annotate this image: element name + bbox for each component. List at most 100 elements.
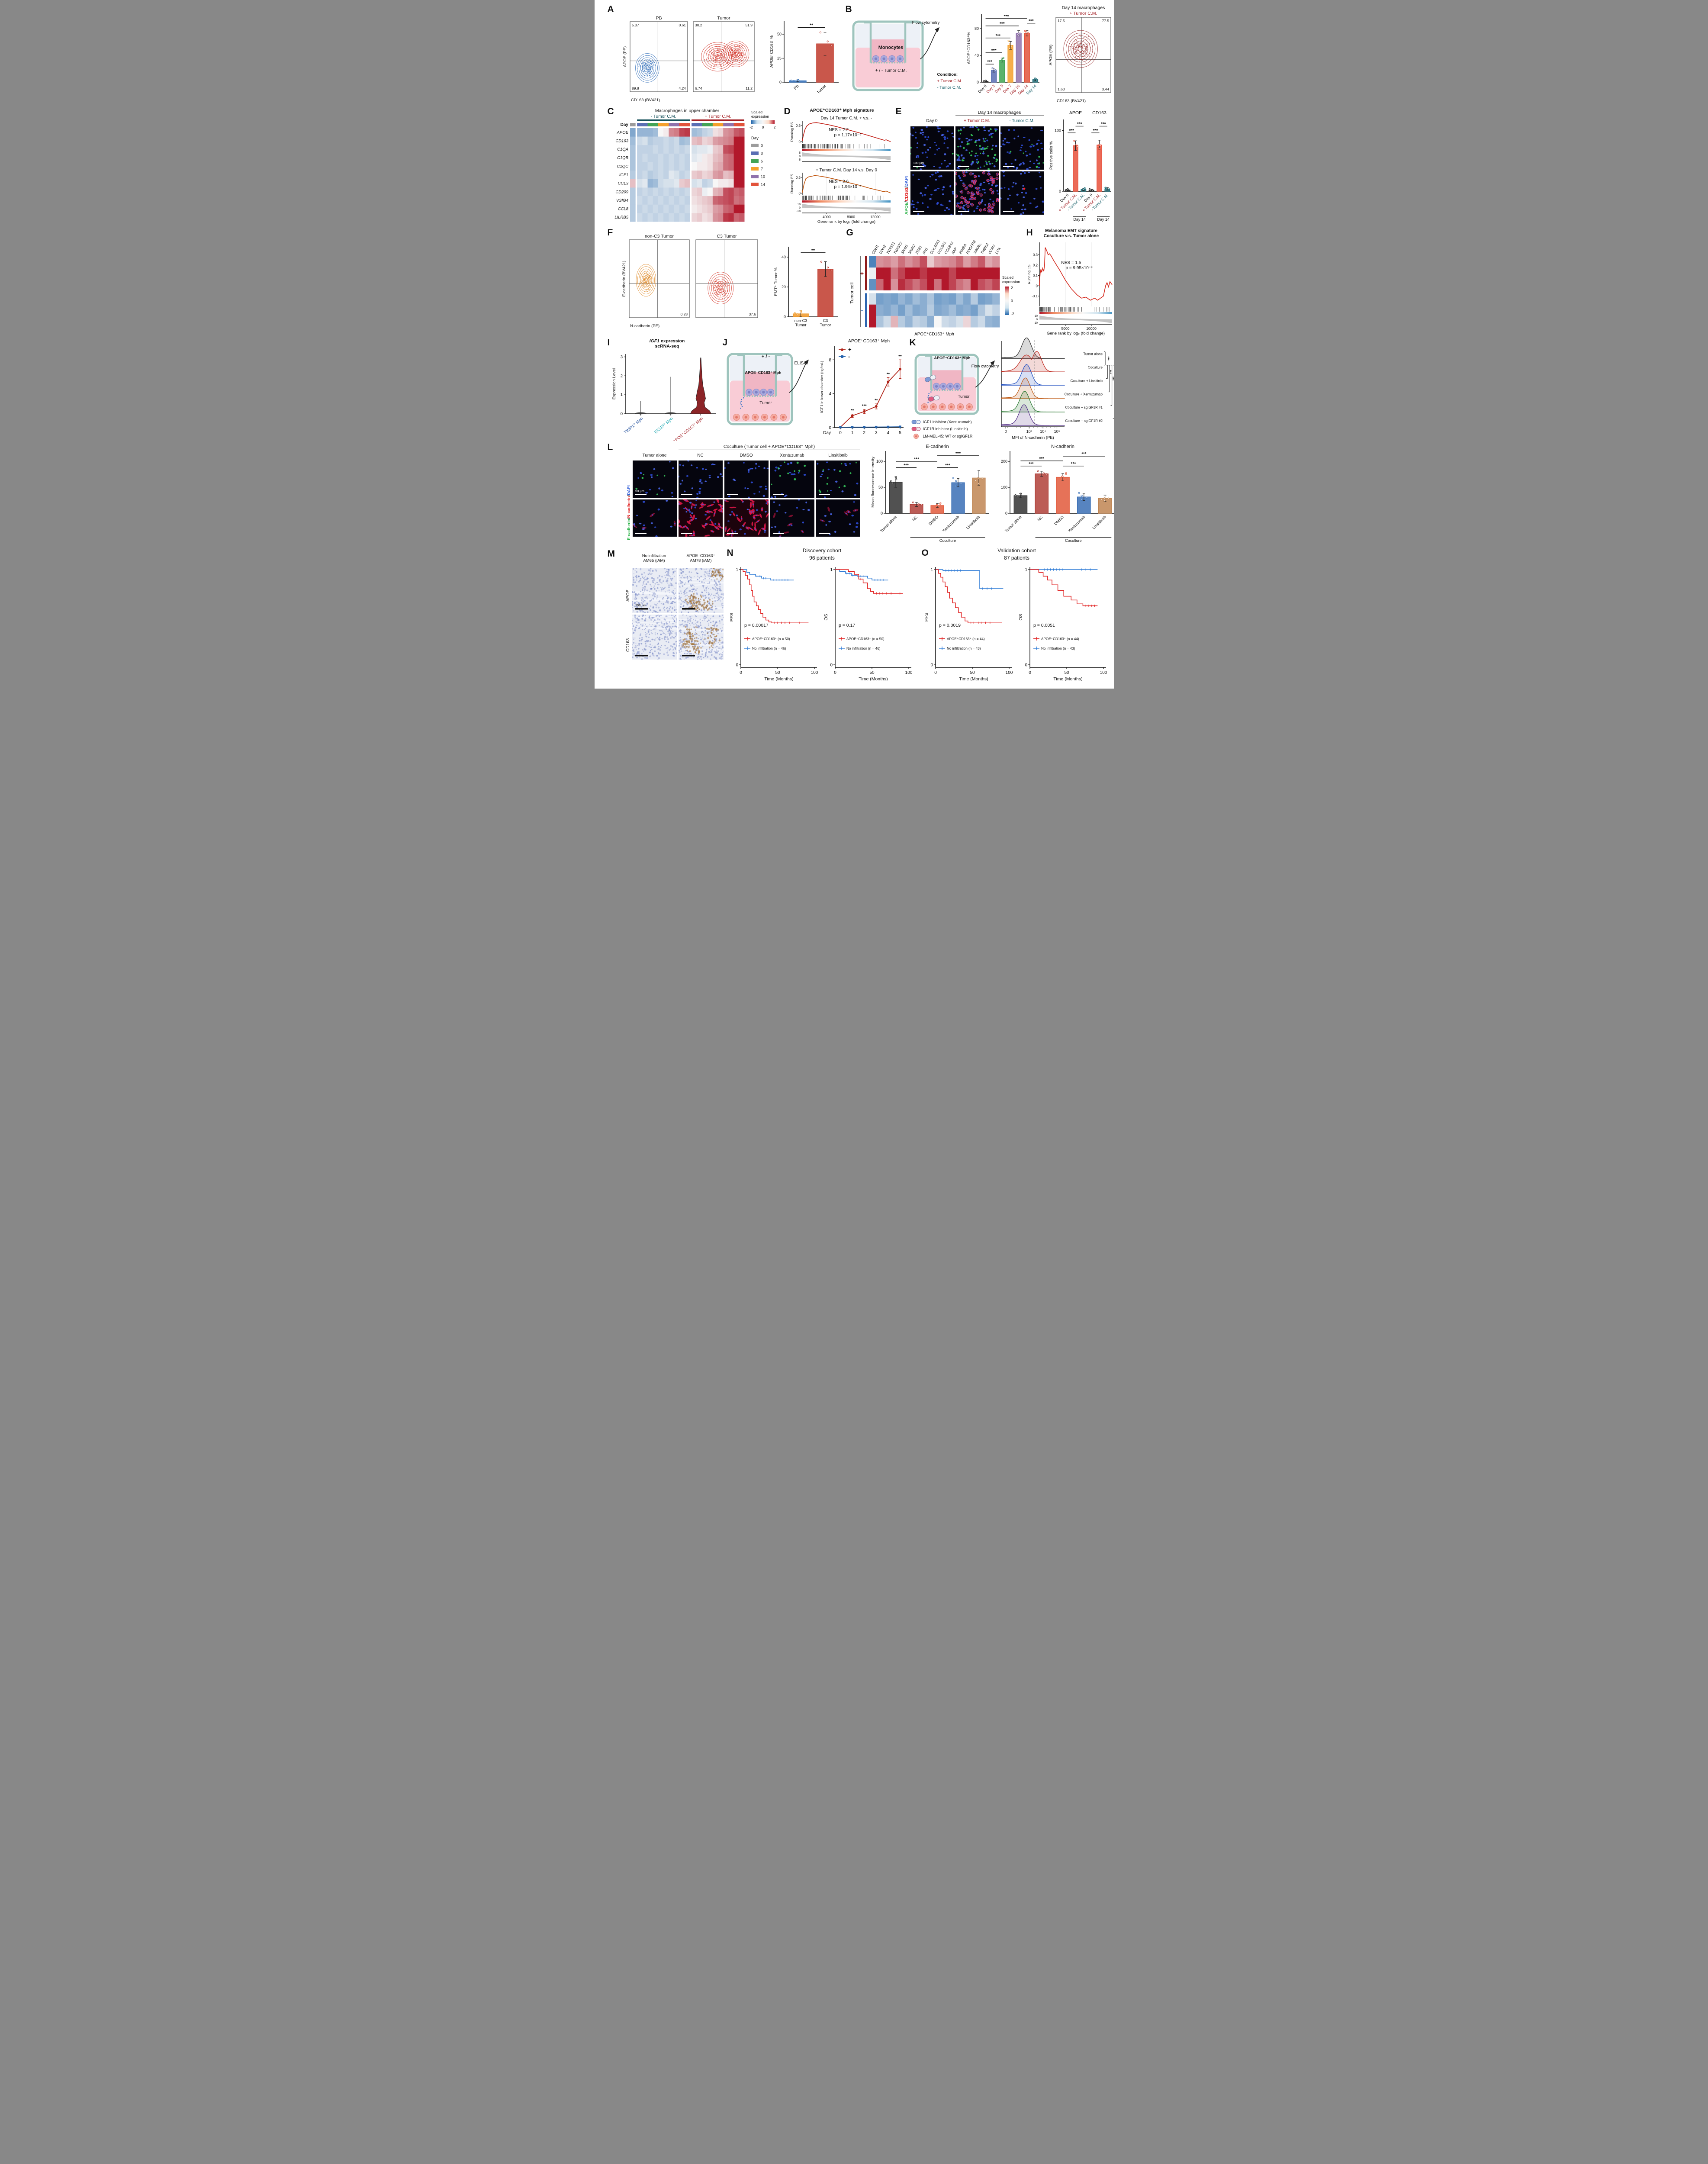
svg-text:***: *** <box>955 451 961 456</box>
svg-text:Running ES: Running ES <box>790 174 794 193</box>
svg-text:Linsitibnib: Linsitibnib <box>965 515 981 530</box>
if-tile: 100 μm <box>910 126 954 170</box>
panel-o: O Validation cohort 87 patients 1 0 PFS 0 50… <box>921 547 1112 688</box>
svg-text:Tumor alone: Tumor alone <box>1004 515 1023 533</box>
panel-b-label: B <box>845 4 852 14</box>
day14-flow-plot: Day 14 macrophages + Tumor C.M. 17.5 77.5 1.… <box>1044 4 1113 104</box>
svg-text:0.6: 0.6 <box>795 124 801 128</box>
svg-text:0: 0 <box>799 206 801 209</box>
svg-text:1.60: 1.60 <box>1058 87 1065 91</box>
svg-text:**: ** <box>875 398 878 403</box>
svg-text:Coculture + sgIGF1R #2: Coculture + sgIGF1R #2 <box>1065 419 1103 423</box>
transwell-diagram <box>850 16 942 93</box>
ihc-tile <box>678 615 724 660</box>
emt-gsea-plot: 0.3 0.2 0.1 0 -0.1 Running ES NES = 1.5 p = 9.9… <box>1026 242 1114 336</box>
svg-text:4.24: 4.24 <box>679 86 686 90</box>
panel-b: B Monocytes + / - Tumor C.M. Flow cytome… <box>846 3 1114 105</box>
svg-text:10: 10 <box>1034 315 1038 318</box>
panel-m: M No infiltration AM65 (iAM) APOE⁺CD163⁺ A… <box>608 549 725 687</box>
svg-text:1: 1 <box>620 393 622 397</box>
svg-text:PB: PB <box>656 16 662 21</box>
panel-k-label: K <box>909 338 916 348</box>
svg-text:Day 14 Tumor C.M. + v.s. -: Day 14 Tumor C.M. + v.s. - <box>820 116 872 121</box>
if-tile <box>910 171 954 215</box>
svg-text:***: *** <box>995 34 1000 39</box>
svg-text:TIMP1⁺ Mph: TIMP1⁺ Mph <box>623 416 644 435</box>
igf1-violin-plot: 0 1 2 3 Expression Level TIMP1⁺ Mph ISG15⁺ Mph… <box>608 351 718 441</box>
svg-text:LOX: LOX <box>994 246 1001 255</box>
day14-group-header: Day 14 macrophages <box>955 110 1044 116</box>
svg-text:***: *** <box>1108 370 1112 374</box>
o-title: Validation cohort <box>997 547 1036 554</box>
svg-text:Coculture + sgIGF1R #1: Coculture + sgIGF1R #1 <box>1065 406 1103 409</box>
svg-text:Day 14 macrophages: Day 14 macrophages <box>1061 5 1105 10</box>
m-row-cd163: CD163 <box>625 638 630 652</box>
svg-text:expression: expression <box>751 114 769 119</box>
panel-d: D APOE⁺CD163⁺ Mph signature Day 14 Tumor… <box>784 106 893 224</box>
svg-text:FN1: FN1 <box>921 247 929 255</box>
svg-text:10⁵: 10⁵ <box>1054 429 1060 434</box>
day-course-bar-chart: 0 40 80 APOE⁺CD163⁺% Day 0 Day 3 Day 5 Day 7 Day… <box>963 7 1041 104</box>
svg-text:+: + <box>860 270 863 277</box>
panel-c: C Macrophages in upper chamber - Tumor C.… <box>608 106 782 224</box>
svg-text:11.2: 11.2 <box>746 86 753 90</box>
svg-text:NES = 1.5: NES = 1.5 <box>1061 261 1081 265</box>
svg-text:0: 0 <box>1004 429 1007 434</box>
svg-text:***: *** <box>1071 462 1076 467</box>
svg-text:Coculture + Linsitinib: Coculture + Linsitinib <box>1070 379 1103 383</box>
svg-text:APOE⁺CD163⁺%: APOE⁺CD163⁺% <box>769 35 774 68</box>
panel-l-label: L <box>607 442 613 452</box>
svg-text:Running ES: Running ES <box>790 122 794 142</box>
panel-i-label: I <box>607 338 610 348</box>
panel-g-label: G <box>846 228 853 238</box>
svg-text:37.6: 37.6 <box>749 312 756 316</box>
capsule-blue-icon <box>911 420 920 424</box>
svg-text:-: - <box>848 353 850 360</box>
col-linsitibnib: Linsitibnib <box>828 453 848 458</box>
svg-text:CD209: CD209 <box>615 190 628 194</box>
if-tile <box>816 499 860 537</box>
svg-text:Coculture: Coculture <box>1065 538 1082 543</box>
panel-o-label: O <box>921 548 929 558</box>
if-tile <box>724 499 769 537</box>
tumor-cell-icon <box>913 434 919 439</box>
panel-h: H Melanoma EMT signature Coculture v.s. T… <box>1026 228 1114 337</box>
panel-h-label: H <box>1026 228 1033 238</box>
svg-text:10: 10 <box>761 175 765 179</box>
svg-text:12000: 12000 <box>870 215 881 219</box>
svg-text:CCL3: CCL3 <box>618 181 628 186</box>
svg-text:40: 40 <box>781 255 785 259</box>
svg-text:expression: expression <box>1002 280 1020 284</box>
svg-text:17.5: 17.5 <box>1058 19 1065 23</box>
svg-text:Tumor alone: Tumor alone <box>1083 352 1103 356</box>
svg-text:Tumor: Tumor <box>816 84 827 94</box>
svg-text:10³: 10³ <box>1026 429 1032 434</box>
svg-text:CD163 (BV421): CD163 (BV421) <box>1057 99 1086 103</box>
if-tile <box>955 171 999 215</box>
svg-text:***: *** <box>1069 129 1074 133</box>
svg-text:0: 0 <box>880 511 882 515</box>
svg-text:FAP: FAP <box>951 247 958 255</box>
svg-text:Gene rank by log₂ (fold change: Gene rank by log₂ (fold change) <box>817 219 875 224</box>
svg-text:**: ** <box>898 354 902 359</box>
condition-pos: + Tumor C.M. <box>937 79 962 84</box>
ihc-tile: 100 μm <box>631 568 677 613</box>
svg-text:0.2: 0.2 <box>1033 264 1038 267</box>
svg-text:Positive cells %: Positive cells % <box>1049 141 1054 170</box>
svg-text:3.44: 3.44 <box>1102 87 1109 91</box>
svg-text:Tumor: Tumor <box>820 323 831 327</box>
legend-xentuzumab: IGF1 inhibitor (Xentuzumab) <box>911 420 972 424</box>
svg-text:DMSO: DMSO <box>928 515 939 526</box>
svg-text:ISG15⁺ Mph: ISG15⁺ Mph <box>653 416 674 435</box>
c3-flow-plot: C3 Tumor 37.6 <box>694 233 760 329</box>
svg-text:7: 7 <box>761 167 763 171</box>
svg-text:APOE⁺CD163⁺ Mph: APOE⁺CD163⁺ Mph <box>672 416 704 441</box>
pos-cm-col-header: + Tumor C.M. <box>964 119 990 123</box>
svg-text:APOE (PE): APOE (PE) <box>623 46 627 67</box>
svg-text:EMT⁺ Tumor %: EMT⁺ Tumor % <box>774 267 778 296</box>
ihc-tile <box>631 615 677 660</box>
svg-text:non-C3 Tumor: non-C3 Tumor <box>644 234 674 239</box>
panel-d-title: APOE⁺CD163⁺ Mph signature <box>810 108 874 113</box>
svg-text:CCL8: CCL8 <box>618 207 628 212</box>
svg-text:- Tumor C.M.: - Tumor C.M. <box>650 114 675 119</box>
